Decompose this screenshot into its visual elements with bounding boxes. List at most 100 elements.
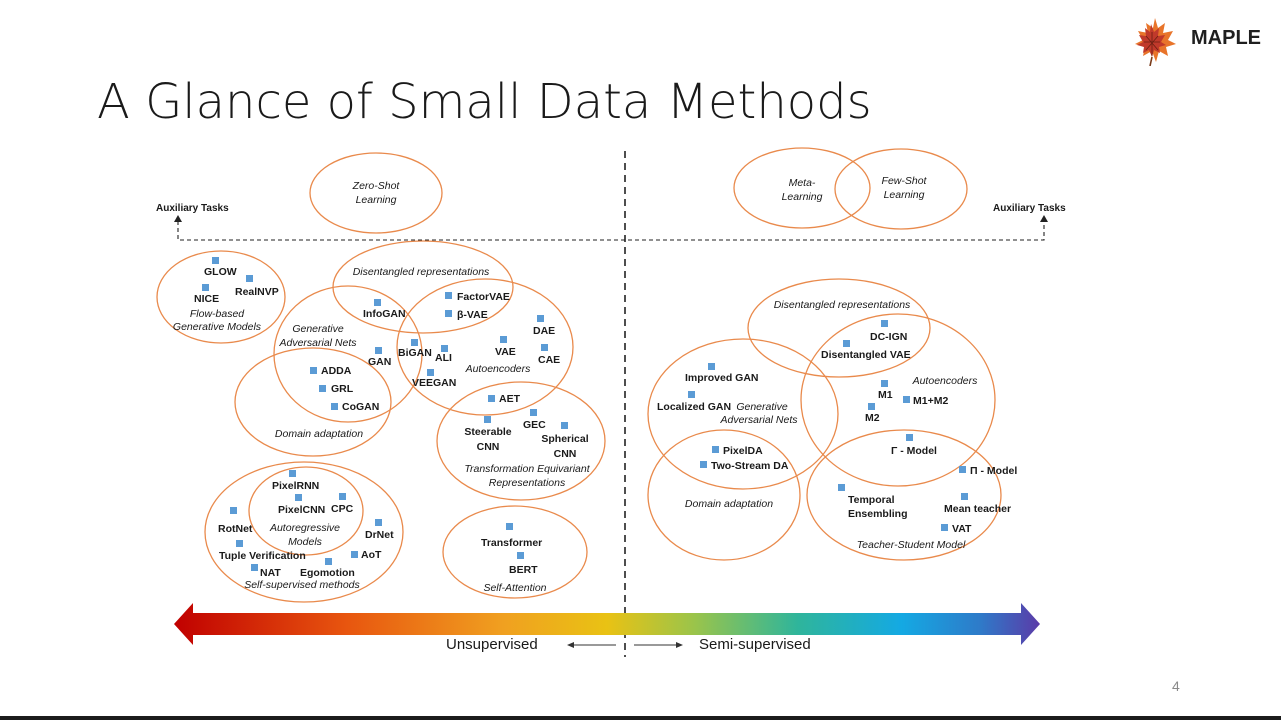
- marker-glow: [212, 257, 219, 264]
- method-label-steerable-cnn: Steerable CNN: [464, 426, 511, 453]
- marker-beta-vae: [445, 310, 452, 317]
- marker-realnvp: [246, 275, 253, 282]
- method-label-two-stream-da: Two-Stream DA: [711, 460, 789, 472]
- method-label-cpc: CPC: [331, 503, 354, 515]
- method-label-egomotion: Egomotion: [300, 567, 355, 579]
- marker-cae: [541, 344, 548, 351]
- marker-cpc: [339, 493, 346, 500]
- supervision-spectrum-arrow: [174, 603, 1040, 645]
- marker-m2: [868, 403, 875, 410]
- semi-supervised-label: Semi-supervised: [699, 636, 811, 653]
- method-label-drnet: DrNet: [365, 529, 394, 541]
- group-ellipse-transformation: [436, 381, 606, 501]
- auxiliary-tasks-bracket: [177, 221, 1045, 241]
- method-label-veegan: VEEGAN: [412, 377, 456, 389]
- method-label-dae: DAE: [533, 325, 555, 337]
- group-label-gan-right: Generative Adversarial Nets: [719, 401, 798, 426]
- marker-adda: [310, 367, 317, 374]
- method-label-cogan: CoGAN: [342, 401, 379, 413]
- marker-tuple-verification: [236, 540, 243, 547]
- method-label-gec: GEC: [523, 419, 546, 431]
- method-label-tuple-verification: Tuple Verification: [219, 550, 306, 562]
- method-label-m1: M1: [878, 389, 893, 401]
- group-label-domain-left: Domain adaptation: [275, 428, 363, 440]
- marker-veegan: [427, 369, 434, 376]
- group-label-self-supervised: Self-supervised methods: [244, 579, 360, 591]
- method-label-transformer: Transformer: [481, 537, 542, 549]
- method-label-grl: GRL: [331, 383, 354, 395]
- marker-steerable-cnn: [484, 416, 491, 423]
- method-label-pixelcnn: PixelCNN: [278, 504, 325, 516]
- group-ellipse-meta-learning: [733, 147, 871, 229]
- method-label-mean-teacher: Mean teacher: [944, 503, 1011, 515]
- method-label-gamma-model: Γ - Model: [891, 445, 937, 457]
- group-label-disentangled-right: Disentangled representations: [774, 299, 911, 311]
- method-label-bert: BERT: [509, 564, 538, 576]
- marker-infogan: [374, 299, 381, 306]
- arrowhead-aux-right: [1040, 215, 1048, 222]
- group-label-zero-shot: Zero-Shot Learning: [352, 180, 401, 206]
- method-label-m2: M2: [865, 412, 880, 424]
- group-label-ae-left: Autoencoders: [465, 363, 532, 375]
- method-label-aet: AET: [499, 393, 521, 405]
- aux-tasks-left-label: Auxiliary Tasks: [156, 203, 229, 214]
- group-ellipse-zero-shot: [309, 152, 443, 234]
- logo-text: MAPLE: [1191, 27, 1261, 49]
- marker-cogan: [331, 403, 338, 410]
- method-label-vat: VAT: [952, 523, 972, 535]
- group-label-flow: Flow-based Generative Models: [173, 308, 262, 333]
- group-ellipse-flow: [156, 250, 286, 344]
- method-label-beta-vae: β-VAE: [457, 309, 488, 321]
- group-label-autoregressive: Autoregressive Models: [269, 522, 340, 548]
- method-label-improved-gan: Improved GAN: [685, 372, 759, 384]
- group-ellipse-ae-right: [800, 313, 996, 487]
- marker-factorvae: [445, 292, 452, 299]
- marker-aot: [351, 551, 358, 558]
- marker-mean-teacher: [961, 493, 968, 500]
- group-label-meta-learning: Meta-Learning: [782, 177, 823, 203]
- group-ellipse-gan-left: [273, 285, 423, 423]
- group-ellipse-domain-right: [647, 429, 801, 561]
- marker-gamma-model: [906, 434, 913, 441]
- marker-pixelda: [712, 446, 719, 453]
- marker-m1: [881, 380, 888, 387]
- marker-two-stream-da: [700, 461, 707, 468]
- marker-improved-gan: [708, 363, 715, 370]
- marker-dc-ign: [881, 320, 888, 327]
- marker-spherical-cnn: [561, 422, 568, 429]
- marker-bigan: [411, 339, 418, 346]
- marker-pi-model: [959, 466, 966, 473]
- marker-vat: [941, 524, 948, 531]
- marker-grl: [319, 385, 326, 392]
- bottom-border: [0, 716, 1281, 720]
- method-label-bigan: BiGAN: [398, 347, 432, 359]
- marker-m1-m2: [903, 396, 910, 403]
- method-label-spherical-cnn: Spherical CNN: [541, 433, 588, 460]
- method-label-adda: ADDA: [321, 365, 352, 377]
- marker-gec: [530, 409, 537, 416]
- method-label-pixelrnn: PixelRNN: [272, 480, 319, 492]
- aux-tasks-right-label: Auxiliary Tasks: [993, 203, 1066, 214]
- marker-temporal-ensembling: [838, 484, 845, 491]
- method-label-cae: CAE: [538, 354, 560, 366]
- marker-rotnet: [230, 507, 237, 514]
- group-ellipse-few-shot: [834, 148, 968, 230]
- marker-aet: [488, 395, 495, 402]
- group-label-ae-right: Autoencoders: [912, 375, 979, 387]
- method-label-gan: GAN: [368, 356, 391, 368]
- group-ellipse-disentangled-right: [747, 278, 931, 378]
- group-ellipse-self-supervised: [204, 461, 404, 603]
- marker-localized-gan: [688, 391, 695, 398]
- marker-pixelrnn: [289, 470, 296, 477]
- marker-nice: [202, 284, 209, 291]
- group-label-gan-left: Generative Adversarial Nets: [278, 323, 357, 349]
- method-label-temporal-ensembling: Temporal Ensembling: [848, 494, 908, 520]
- method-label-localized-gan: Localized GAN: [657, 401, 731, 413]
- method-label-rotnet: RotNet: [218, 523, 253, 535]
- marker-transformer: [506, 523, 513, 530]
- method-label-ali: ALI: [435, 352, 452, 364]
- group-label-few-shot: Few-Shot Learning: [882, 175, 928, 201]
- marker-drnet: [375, 519, 382, 526]
- method-label-vae: VAE: [495, 346, 516, 358]
